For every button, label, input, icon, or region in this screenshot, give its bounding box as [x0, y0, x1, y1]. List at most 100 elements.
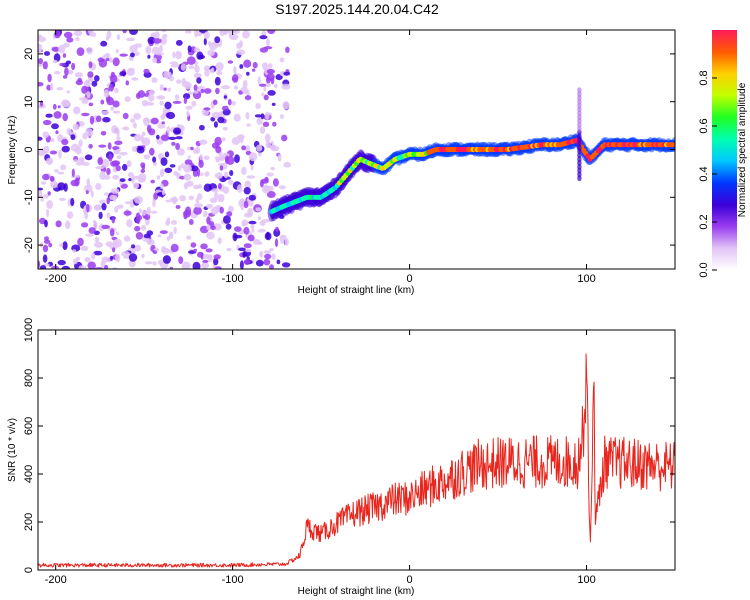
- heatmap-noise-cell: [145, 101, 155, 106]
- heatmap-noise-cell: [43, 51, 51, 56]
- heatmap-noise-cell: [153, 192, 159, 200]
- y-tick-label: 1000: [23, 318, 35, 342]
- heatmap-noise-cell: [206, 203, 213, 209]
- heatmap-noise-cell: [228, 179, 234, 186]
- heatmap-noise-cell: [236, 49, 246, 55]
- heatmap-noise-cell: [262, 184, 270, 194]
- heatmap-noise-cell: [252, 61, 258, 69]
- heatmap-noise-cell: [82, 132, 88, 140]
- heatmap-noise-cell: [48, 159, 52, 165]
- heatmap-noise-cell: [54, 30, 61, 39]
- heatmap-noise-cell: [134, 244, 141, 252]
- heatmap-noise-cell: [243, 259, 250, 265]
- heatmap-noise-cell: [91, 252, 96, 260]
- heatmap-noise-cell: [94, 204, 102, 211]
- heatmap-noise-cell: [46, 208, 50, 218]
- heatmap-noise-cell: [231, 137, 241, 145]
- heatmap-noise-cell: [101, 256, 111, 263]
- heatmap-noise-cell: [169, 164, 176, 168]
- heatmap-noise-cell: [73, 258, 78, 265]
- heatmap-noise-cell: [130, 52, 135, 58]
- heatmap-noise-cell: [189, 165, 199, 172]
- heatmap-noise-cell: [49, 150, 58, 155]
- heatmap-noise-cell: [149, 147, 155, 156]
- heatmap-noise-cell: [194, 65, 200, 73]
- heatmap-noise-cell: [121, 251, 130, 257]
- heatmap-noise-cell: [74, 177, 80, 187]
- heatmap-noise-cell: [223, 95, 227, 99]
- heatmap-noise-cell: [124, 96, 131, 103]
- heatmap-noise-cell: [160, 183, 164, 190]
- heatmap-noise-cell: [217, 116, 225, 124]
- heatmap-noise-cell: [133, 113, 142, 120]
- heatmap-noise-cell: [140, 224, 147, 231]
- heatmap-noise-cell: [160, 157, 168, 166]
- heatmap-noise-cell: [84, 184, 93, 193]
- heatmap-noise-cell: [73, 30, 83, 37]
- heatmap-noise-cell: [116, 34, 121, 41]
- heatmap-noise-cell: [115, 165, 121, 172]
- heatmap-noise-cell: [242, 252, 246, 258]
- heatmap-noise-cell: [282, 101, 290, 110]
- heatmap-noise-cell: [143, 233, 151, 239]
- heatmap-noise-cell: [252, 239, 261, 245]
- heatmap-noise-cell: [75, 36, 80, 42]
- heatmap-noise-cell: [223, 30, 228, 35]
- heatmap-noise-cell: [98, 211, 103, 220]
- heatmap-noise-cell: [61, 99, 70, 107]
- heatmap-noise-cell: [59, 62, 66, 67]
- heatmap-noise-cell: [266, 38, 270, 47]
- heatmap-noise-cell: [217, 237, 222, 245]
- heatmap-noise-cell: [100, 40, 108, 47]
- heatmap-noise-cell: [186, 110, 190, 117]
- heatmap-noise-cell: [88, 61, 93, 69]
- heatmap-noise-cell: [181, 261, 191, 269]
- heatmap-noise-cell: [134, 51, 140, 57]
- snr-series-line: [38, 353, 675, 568]
- colorbar-tick-label: 0.4: [698, 166, 710, 181]
- heatmap-noise-cell: [259, 47, 269, 53]
- x-tick-label: 0: [407, 574, 413, 586]
- heatmap-noise-cell: [128, 253, 138, 262]
- heatmap-noise-cell: [94, 236, 100, 243]
- heatmap-noise-cell: [159, 100, 164, 106]
- heatmap-noise-cell: [223, 171, 229, 179]
- heatmap-noise-cell: [110, 106, 115, 111]
- heatmap-noise-cell: [116, 155, 122, 160]
- heatmap-noise-cell: [219, 206, 225, 214]
- x-tick-label: -200: [45, 574, 67, 586]
- heatmap-noise-cell: [270, 167, 275, 171]
- heatmap-noise-cell: [222, 126, 228, 131]
- heatmap-noise-cell: [38, 47, 42, 53]
- heatmap-noise-cell: [272, 121, 277, 127]
- heatmap-noise-cell: [150, 179, 155, 184]
- heatmap-noise-cell: [86, 178, 91, 187]
- heatmap-noise-cell: [152, 200, 156, 208]
- heatmap-noise-cell: [196, 77, 202, 84]
- heatmap-noise-cell: [77, 237, 84, 247]
- heatmap-noise-cell: [59, 243, 64, 248]
- heatmap-noise-cell: [187, 155, 191, 159]
- heatmap-noise-cell: [239, 260, 244, 269]
- heatmap-noise-cell: [38, 58, 43, 65]
- heatmap-noise-cell: [257, 76, 261, 85]
- heatmap-noise-cell: [171, 141, 176, 146]
- spectrogram-x-label: Height of straight line (km): [298, 285, 415, 296]
- heatmap-noise-cell: [131, 244, 136, 249]
- heatmap-noise-cell: [214, 36, 221, 44]
- heatmap-noise-cell: [38, 34, 43, 39]
- heatmap-noise-cell: [141, 253, 145, 259]
- heatmap-noise-cell: [74, 72, 83, 78]
- heatmap-noise-cell: [266, 69, 275, 74]
- heatmap-noise-cell: [259, 126, 266, 134]
- heatmap-noise-cell: [263, 86, 267, 92]
- heatmap-noise-cell: [57, 105, 61, 109]
- heatmap-noise-cell: [210, 225, 216, 231]
- heatmap-noise-cell: [76, 47, 85, 56]
- heatmap-noise-cell: [199, 172, 204, 176]
- heatmap-noise-cell: [66, 90, 70, 94]
- heatmap-noise-cell: [172, 100, 182, 104]
- heatmap-noise-cell: [181, 81, 190, 88]
- heatmap-noise-cell: [188, 219, 194, 225]
